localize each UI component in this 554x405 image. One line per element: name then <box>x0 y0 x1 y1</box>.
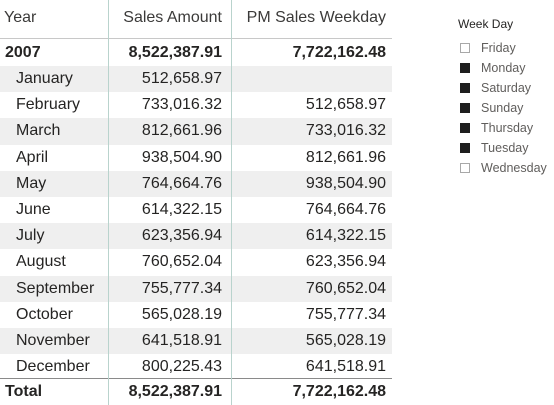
pm-sales-weekday-cell: 7,722,162.48 <box>292 383 386 400</box>
checked-checkbox-icon[interactable] <box>460 143 470 153</box>
month-row[interactable]: January 512,658.97 <box>0 66 392 93</box>
sales-amount-cell: 800,225.43 <box>141 358 222 376</box>
slicer-option-sunday[interactable]: Sunday <box>460 98 554 118</box>
row-label: July <box>16 227 45 245</box>
pm-sales-weekday-cell: 565,028.19 <box>305 332 386 349</box>
pm-sales-weekday-cell: 512,658.97 <box>305 96 386 114</box>
pm-sales-weekday-cell: 733,016.32 <box>305 122 386 140</box>
column-header-pm-sales-weekday[interactable]: PM Sales Weekday <box>246 9 386 26</box>
week-day-slicer: Week Day Friday Monday Saturday Sunday Thurs… <box>456 14 554 214</box>
checked-checkbox-icon[interactable] <box>460 63 470 73</box>
row-label: Total <box>5 383 43 400</box>
row-label: December <box>16 358 90 376</box>
slicer-option-label: Wednesday <box>481 161 547 175</box>
row-label: May <box>16 174 47 192</box>
month-row[interactable]: September 755,777.34 760,652.04 <box>0 275 392 302</box>
row-label: September <box>16 279 95 297</box>
row-label: June <box>16 201 51 218</box>
slicer-option-label: Friday <box>481 41 516 55</box>
slicer-option-tuesday[interactable]: Tuesday <box>460 138 554 158</box>
month-row[interactable]: November 641,518.91 565,028.19 <box>0 328 392 355</box>
row-label: August <box>16 253 66 271</box>
month-row[interactable]: May 764,664.76 938,504.90 <box>0 170 392 197</box>
column-header-sales-amount[interactable]: Sales Amount <box>123 9 222 26</box>
row-label: January <box>16 70 73 87</box>
month-row[interactable]: October 565,028.19 755,777.34 <box>0 302 392 328</box>
pm-sales-weekday-cell: 764,664.76 <box>305 201 386 218</box>
slicer-option-label: Thursday <box>481 121 534 135</box>
pm-sales-weekday-cell: 755,777.34 <box>305 305 386 323</box>
checked-checkbox-icon[interactable] <box>460 83 470 93</box>
month-row[interactable]: December 800,225.43 641,518.91 <box>0 354 392 380</box>
column-header-year[interactable]: Year <box>4 9 37 26</box>
sales-amount-cell: 512,658.97 <box>141 70 222 87</box>
pm-sales-weekday-cell: 938,504.90 <box>305 174 386 192</box>
checked-checkbox-icon[interactable] <box>460 123 470 133</box>
pm-sales-weekday-cell: 812,661.96 <box>305 148 386 166</box>
checked-checkbox-icon[interactable] <box>460 103 470 113</box>
sales-amount-cell: 764,664.76 <box>141 174 222 192</box>
slicer-option-label: Saturday <box>481 81 532 95</box>
sales-amount-cell: 760,652.04 <box>141 253 222 271</box>
slicer-option-label: Monday <box>481 61 526 75</box>
total-row: Total 8,522,387.91 7,722,162.48 <box>0 379 392 405</box>
total-divider <box>0 378 392 379</box>
month-row[interactable]: June 614,322.15 764,664.76 <box>0 197 392 223</box>
row-label: April <box>16 148 49 166</box>
row-label: February <box>16 96 81 114</box>
pm-sales-weekday-cell: 614,322.15 <box>305 227 386 245</box>
pm-sales-weekday-cell: 760,652.04 <box>305 279 386 297</box>
row-label: October <box>16 305 73 323</box>
pm-sales-weekday-cell: 623,356.94 <box>305 253 386 271</box>
column-divider-1 <box>108 0 109 405</box>
slicer-option-saturday[interactable]: Saturday <box>460 78 554 98</box>
slicer-option-label: Sunday <box>481 101 524 115</box>
month-row[interactable]: March 812,661.96 733,016.32 <box>0 118 392 145</box>
sales-amount-cell: 614,322.15 <box>141 201 222 218</box>
unchecked-checkbox-icon[interactable] <box>460 163 470 173</box>
month-row[interactable]: July 623,356.94 614,322.15 <box>0 223 392 250</box>
sales-amount-cell: 733,016.32 <box>141 96 222 114</box>
sales-amount-cell: 623,356.94 <box>141 227 222 245</box>
month-row[interactable]: April 938,504.90 812,661.96 <box>0 145 392 171</box>
row-label: November <box>16 332 90 349</box>
sales-amount-cell: 755,777.34 <box>141 279 222 297</box>
month-row[interactable]: February 733,016.32 512,658.97 <box>0 92 392 118</box>
slicer-option-monday[interactable]: Monday <box>460 58 554 78</box>
column-divider-2 <box>231 0 232 405</box>
sales-amount-cell: 8,522,387.91 <box>128 44 222 61</box>
sales-amount-cell: 641,518.91 <box>141 332 222 349</box>
year-row[interactable]: 2007 8,522,387.91 7,722,162.48 <box>0 40 392 66</box>
sales-amount-cell: 812,661.96 <box>141 122 222 140</box>
row-label: 2007 <box>5 44 41 61</box>
slicer-title: Week Day <box>458 17 514 31</box>
slicer-option-wednesday[interactable]: Wednesday <box>460 158 554 178</box>
row-label: March <box>16 122 61 140</box>
unchecked-checkbox-icon[interactable] <box>460 43 470 53</box>
slicer-option-thursday[interactable]: Thursday <box>460 118 554 138</box>
pm-sales-weekday-cell: 641,518.91 <box>305 358 386 376</box>
slicer-option-label: Tuesday <box>481 141 529 155</box>
matrix-visual: Year Sales Amount PM Sales Weekday 2007 … <box>0 0 392 405</box>
pm-sales-weekday-cell <box>236 66 386 92</box>
month-row[interactable]: August 760,652.04 623,356.94 <box>0 249 392 275</box>
header-divider <box>0 38 392 39</box>
sales-amount-cell: 565,028.19 <box>141 305 222 323</box>
slicer-option-friday[interactable]: Friday <box>460 38 554 58</box>
pm-sales-weekday-cell: 7,722,162.48 <box>292 44 386 61</box>
sales-amount-cell: 8,522,387.91 <box>128 383 222 400</box>
sales-amount-cell: 938,504.90 <box>141 148 222 166</box>
